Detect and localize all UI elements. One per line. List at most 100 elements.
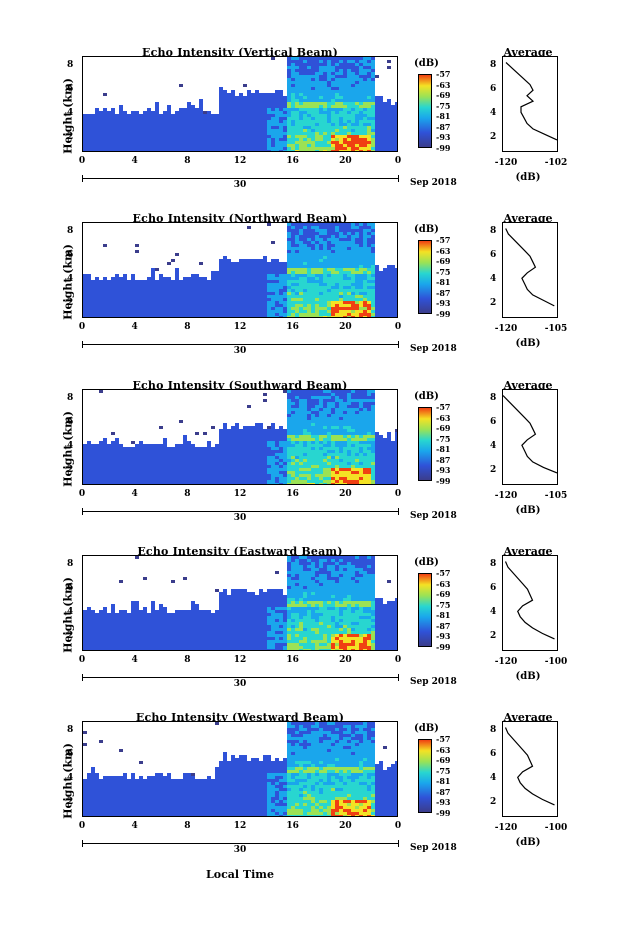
heatmap-cell (379, 304, 383, 307)
heatmap-cell (143, 474, 147, 477)
heatmap-cell (135, 144, 139, 147)
heatmap-cell (347, 298, 351, 301)
heatmap-cell (351, 432, 355, 435)
heatmap-cell (319, 423, 323, 426)
heatmap-cell (335, 414, 339, 417)
heatmap-cell (383, 286, 387, 289)
heatmap-cell (343, 114, 347, 117)
heatmap-cell (315, 399, 319, 402)
heatmap-cell (259, 471, 263, 474)
heatmap-cell (111, 111, 115, 114)
heatmap-cell (223, 111, 227, 114)
heatmap-cell (231, 105, 235, 108)
heatmap-cell (323, 265, 327, 268)
heatmap-cell (207, 283, 211, 286)
heatmap-cell (347, 135, 351, 138)
heatmap-cell (395, 304, 397, 307)
heatmap-cell (343, 274, 347, 277)
heatmap-cell (307, 471, 311, 474)
heatmap-cell (287, 450, 291, 453)
heatmap-cell (383, 474, 387, 477)
heatmap-cell (259, 126, 263, 129)
heatmap-cell (347, 313, 351, 316)
heatmap-cell (167, 310, 171, 313)
heatmap-cell (287, 298, 291, 301)
heatmap-cell (307, 60, 311, 63)
heatmap-cell (103, 289, 107, 292)
heatmap-cell (195, 135, 199, 138)
heatmap-cell (259, 114, 263, 117)
heatmap-cell (383, 102, 387, 105)
heatmap-cell (307, 229, 311, 232)
heatmap-cell (343, 108, 347, 111)
heatmap-cell (331, 283, 335, 286)
heatmap-cell (147, 304, 151, 307)
heatmap-cell (215, 459, 219, 462)
heatmap-cell (235, 283, 239, 286)
heatmap-cell (347, 141, 351, 144)
heatmap-cell (147, 480, 151, 483)
heatmap-cell (311, 57, 315, 60)
heatmap-cell (239, 450, 243, 453)
average-x-label: (dB) (515, 338, 541, 349)
heatmap-cell (295, 435, 299, 438)
heatmap-cell (251, 259, 255, 262)
heatmap-cell (111, 304, 115, 307)
heatmap-cell (115, 141, 119, 144)
heatmap-cell (311, 69, 315, 72)
heatmap-cell (315, 99, 319, 102)
heatmap-cell (167, 474, 171, 477)
heatmap-cell (375, 141, 379, 144)
heatmap-cell (315, 123, 319, 126)
heatmap-cell (239, 271, 243, 274)
heatmap-cell (283, 438, 287, 441)
heatmap-cell (307, 465, 311, 468)
heatmap-cell (111, 286, 115, 289)
heatmap-cell (219, 301, 223, 304)
heatmap-cell (287, 132, 291, 135)
heatmap-cell (163, 441, 167, 444)
heatmap-cell (307, 426, 311, 429)
heatmap-cell (123, 274, 127, 277)
heatmap-cell (331, 144, 335, 147)
heatmap-cell (383, 459, 387, 462)
heatmap-cell (315, 474, 319, 477)
heatmap-cell (291, 414, 295, 417)
heatmap-cell (347, 271, 351, 274)
heatmap-cell (303, 283, 307, 286)
heatmap-cell (131, 277, 135, 280)
heatmap-cell (263, 111, 267, 114)
heatmap-cell (339, 90, 343, 93)
heatmap-cell (83, 298, 87, 301)
heatmap-cell (275, 480, 279, 483)
heatmap-cell (103, 483, 107, 484)
heatmap-cell (275, 138, 279, 141)
heatmap-cell (331, 441, 335, 444)
heatmap-cell (235, 447, 239, 450)
heatmap-cell (219, 147, 223, 150)
heatmap-cell (307, 69, 311, 72)
heatmap-cell (379, 295, 383, 298)
heatmap-cell (151, 465, 155, 468)
average-svg (505, 62, 558, 141)
heatmap-cell (171, 283, 175, 286)
colorbar-tick: -99 (436, 309, 451, 319)
heatmap-cell (323, 462, 327, 465)
heatmap-cell (359, 432, 363, 435)
heatmap-cell (315, 289, 319, 292)
heatmap-cell (147, 292, 151, 295)
heatmap-cell (327, 111, 331, 114)
heatmap-cell (87, 123, 91, 126)
heatmap-cell (251, 120, 255, 123)
heatmap-cell (331, 453, 335, 456)
heatmap-cell (259, 477, 263, 480)
heatmap-cell (363, 459, 367, 462)
heatmap-cell (323, 262, 327, 265)
heatmap-cell (319, 402, 323, 405)
heatmap-cell (259, 304, 263, 307)
heatmap-cell (387, 120, 391, 123)
heatmap-cell (355, 441, 359, 444)
heatmap-cell (155, 132, 159, 135)
heatmap-cell (331, 274, 335, 277)
heatmap-cell (391, 144, 395, 147)
